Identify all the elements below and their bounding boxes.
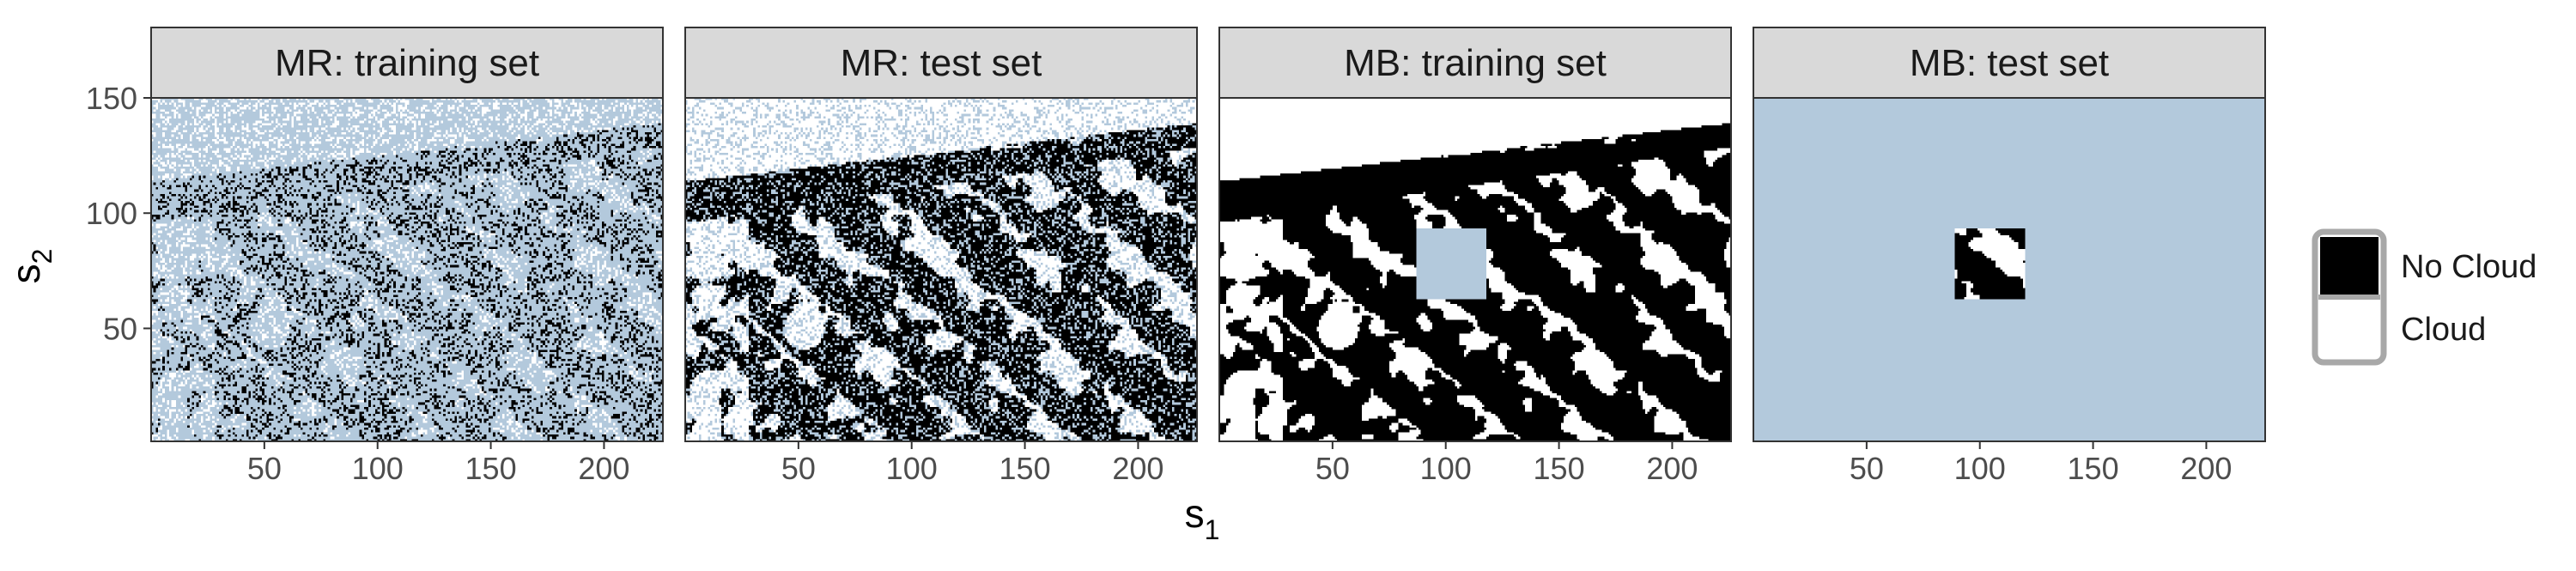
- x-tick-label: 150: [465, 451, 517, 486]
- x-axis-title: s1: [1185, 491, 1220, 545]
- legend-key-cloud: [2320, 299, 2379, 357]
- x-axis-title-sub: 1: [1205, 514, 1220, 545]
- facet-strip: [150, 27, 664, 99]
- y-tick-label: 150: [86, 81, 137, 116]
- x-tick-label: 100: [1954, 451, 2006, 486]
- cloud-raster: [1219, 98, 1731, 441]
- x-tick-label: 50: [781, 451, 816, 486]
- x-tick-label: 200: [1112, 451, 1163, 486]
- cloud-raster: [1753, 98, 2265, 441]
- cloud-raster: [685, 98, 1197, 441]
- facet-panel: MB: test set 50 100 150 200: [1753, 27, 2266, 486]
- y-tick-label: 100: [86, 196, 137, 231]
- legend: No Cloud Cloud: [2312, 228, 2537, 366]
- x-tick-label: 100: [1420, 451, 1472, 486]
- x-tick-label: 200: [2180, 451, 2232, 486]
- cloud-raster: [151, 98, 663, 441]
- x-tick-label: 100: [886, 451, 938, 486]
- panel-border: [1218, 97, 1732, 442]
- facet-panel: MR: test set 50 100 150 200: [684, 27, 1198, 486]
- panel-border: [150, 97, 664, 442]
- x-axis-title-main: s: [1185, 491, 1205, 536]
- facet-title: MB: test set: [1910, 42, 2109, 84]
- panel-border: [1753, 97, 2266, 442]
- facet-title: MB: training set: [1344, 42, 1607, 84]
- x-tick-label: 200: [578, 451, 629, 486]
- facet-strip: [1753, 27, 2266, 99]
- x-tick-label: 200: [1646, 451, 1698, 486]
- y-tick-label: 50: [103, 311, 137, 346]
- legend-label-cloud: Cloud: [2401, 312, 2486, 348]
- y-axis-title-main: s: [3, 264, 48, 283]
- facet-panel: MB: training set 50 100 150 200: [1218, 27, 1732, 486]
- x-tick-label: 50: [1850, 451, 1884, 486]
- x-tick-label: 100: [352, 451, 404, 486]
- facet-title: MR: training set: [275, 42, 539, 84]
- x-tick-label: 50: [1315, 451, 1350, 486]
- x-tick-label: 150: [999, 451, 1051, 486]
- facet-panel: MR: training set 50 100 150 200 50 100 150: [86, 27, 664, 486]
- legend-key-no-cloud: [2320, 237, 2379, 295]
- x-tick-label: 50: [247, 451, 282, 486]
- legend-label-no-cloud: No Cloud: [2401, 249, 2537, 285]
- x-tick-label: 150: [1534, 451, 1585, 486]
- facet-title: MR: test set: [841, 42, 1042, 84]
- y-axis-title-sub: 2: [27, 249, 58, 264]
- y-axis-title: s2: [3, 249, 58, 284]
- x-tick-label: 150: [2068, 451, 2119, 486]
- legend-frame: [2312, 228, 2387, 366]
- panel-border: [684, 97, 1198, 442]
- facet-strip: [684, 27, 1198, 99]
